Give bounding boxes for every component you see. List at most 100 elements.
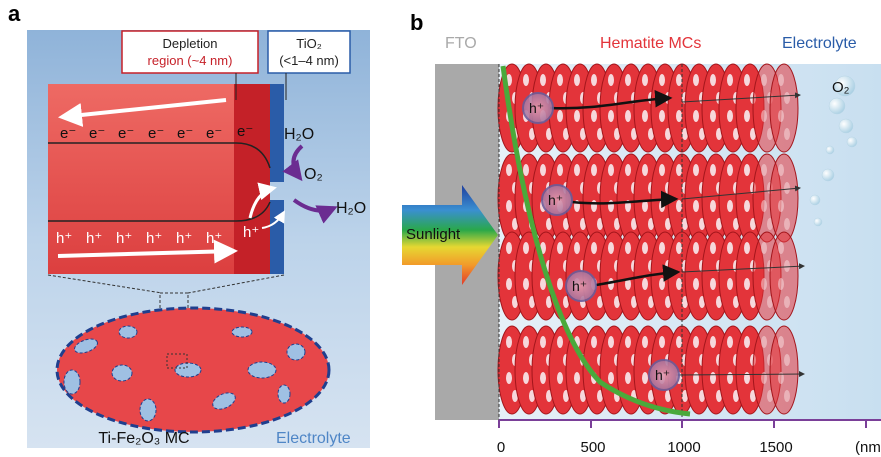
mc-pore [733, 218, 739, 230]
mc-pore [506, 336, 512, 348]
hole-label-b: h⁺ [655, 367, 670, 383]
mc-pore [665, 296, 671, 308]
mc-pore [778, 336, 784, 348]
hematite-mc-disc [769, 325, 799, 415]
mc-pore [761, 372, 767, 384]
mc-pore [529, 128, 535, 140]
mc-pore [682, 218, 688, 230]
mc-pore [778, 242, 784, 254]
mc-pore [767, 218, 773, 230]
mc-pore [716, 296, 722, 308]
hole-label-b: h⁺ [572, 278, 587, 294]
mc-pore [710, 278, 716, 290]
mc-pore [767, 128, 773, 140]
mc-pore [506, 200, 512, 212]
mc-pore [744, 372, 750, 384]
mc-pore [557, 164, 563, 176]
mc-pore [625, 164, 631, 176]
mc-pore [529, 390, 535, 402]
mc-pore [727, 164, 733, 176]
hole-circles [522, 92, 680, 391]
mc-pore [744, 200, 750, 212]
mc-pore [693, 242, 699, 254]
electron-label: e⁻ [118, 125, 134, 142]
zoom-box-inner [166, 353, 188, 369]
mc-pore [676, 110, 682, 122]
o2-label: O₂ [304, 166, 323, 183]
mc-pore [557, 336, 563, 348]
mc-pore [648, 128, 654, 140]
mc-pore [563, 296, 569, 308]
mc-pore [631, 296, 637, 308]
mc-pore [784, 354, 790, 366]
mc-pore [784, 92, 790, 104]
hole-label: h⁺ [86, 230, 102, 247]
mc-pore [591, 200, 597, 212]
mc-pore [710, 200, 716, 212]
depletion-region-box [121, 30, 259, 74]
hole-label: h⁺ [243, 224, 259, 241]
mc-pore [523, 74, 529, 86]
mc-pore [699, 128, 705, 140]
mc-pore [733, 296, 739, 308]
mc-pore [659, 242, 665, 254]
mc-pore [710, 336, 716, 348]
hole-label-b: h⁺ [529, 100, 544, 116]
mc-pore [665, 390, 671, 402]
mc-pore [784, 128, 790, 140]
mc-pore [727, 278, 733, 290]
mc-pore [727, 372, 733, 384]
mc-pore [591, 164, 597, 176]
mc-pore [676, 164, 682, 176]
mc-pore [523, 164, 529, 176]
hematite-mc-disc [769, 153, 799, 243]
mc-pore [625, 372, 631, 384]
hematite-mc-disc [769, 231, 799, 321]
mc-pore [761, 110, 767, 122]
depletion-label-line2: region (~4 nm) [148, 53, 233, 68]
zoom-guide-left [47, 274, 163, 294]
electron-label: e⁻ [177, 125, 193, 142]
mc-pore [778, 372, 784, 384]
mc-pore [693, 336, 699, 348]
h2o-bottom-label: H₂O [336, 200, 366, 217]
sunlight-label: Sunlight [406, 226, 461, 243]
mc-pore [563, 218, 569, 230]
o2-label-b: O₂ [832, 79, 850, 96]
light-intensity-decay-curve [500, 65, 691, 417]
mc-pore [716, 218, 722, 230]
mc-pore [557, 74, 563, 86]
electron-label: e⁻ [89, 125, 105, 142]
mc-pore [557, 242, 563, 254]
tio2-layer-top [270, 84, 284, 182]
mc-pore [716, 390, 722, 402]
mc-pore [710, 242, 716, 254]
mc-pore [727, 110, 733, 122]
mc-pore [597, 296, 603, 308]
mc-pore [744, 74, 750, 86]
mc-pore [574, 372, 580, 384]
mc-pore [642, 200, 648, 212]
mc-pore [710, 164, 716, 176]
mc-pore [557, 278, 563, 290]
mc-pore [693, 74, 699, 86]
mc-pore [642, 74, 648, 86]
mc-pore [761, 336, 767, 348]
mc-pore [591, 336, 597, 348]
hole-label: h⁺ [176, 230, 192, 247]
hole-label: h⁺ [56, 230, 72, 247]
mc-pore [540, 278, 546, 290]
mc-pore [523, 242, 529, 254]
mc-pore [506, 372, 512, 384]
hole-label: h⁺ [116, 230, 132, 247]
tio2-label-line2: (<1–4 nm) [279, 53, 339, 68]
mc-pore [608, 372, 614, 384]
mc-pore [761, 164, 767, 176]
mc-pore [540, 74, 546, 86]
mc-pore [682, 128, 688, 140]
mc-pore [506, 164, 512, 176]
mc-pore [716, 128, 722, 140]
mc-pore [563, 128, 569, 140]
hole-transport-arrows [549, 90, 805, 378]
mc-pore [659, 278, 665, 290]
